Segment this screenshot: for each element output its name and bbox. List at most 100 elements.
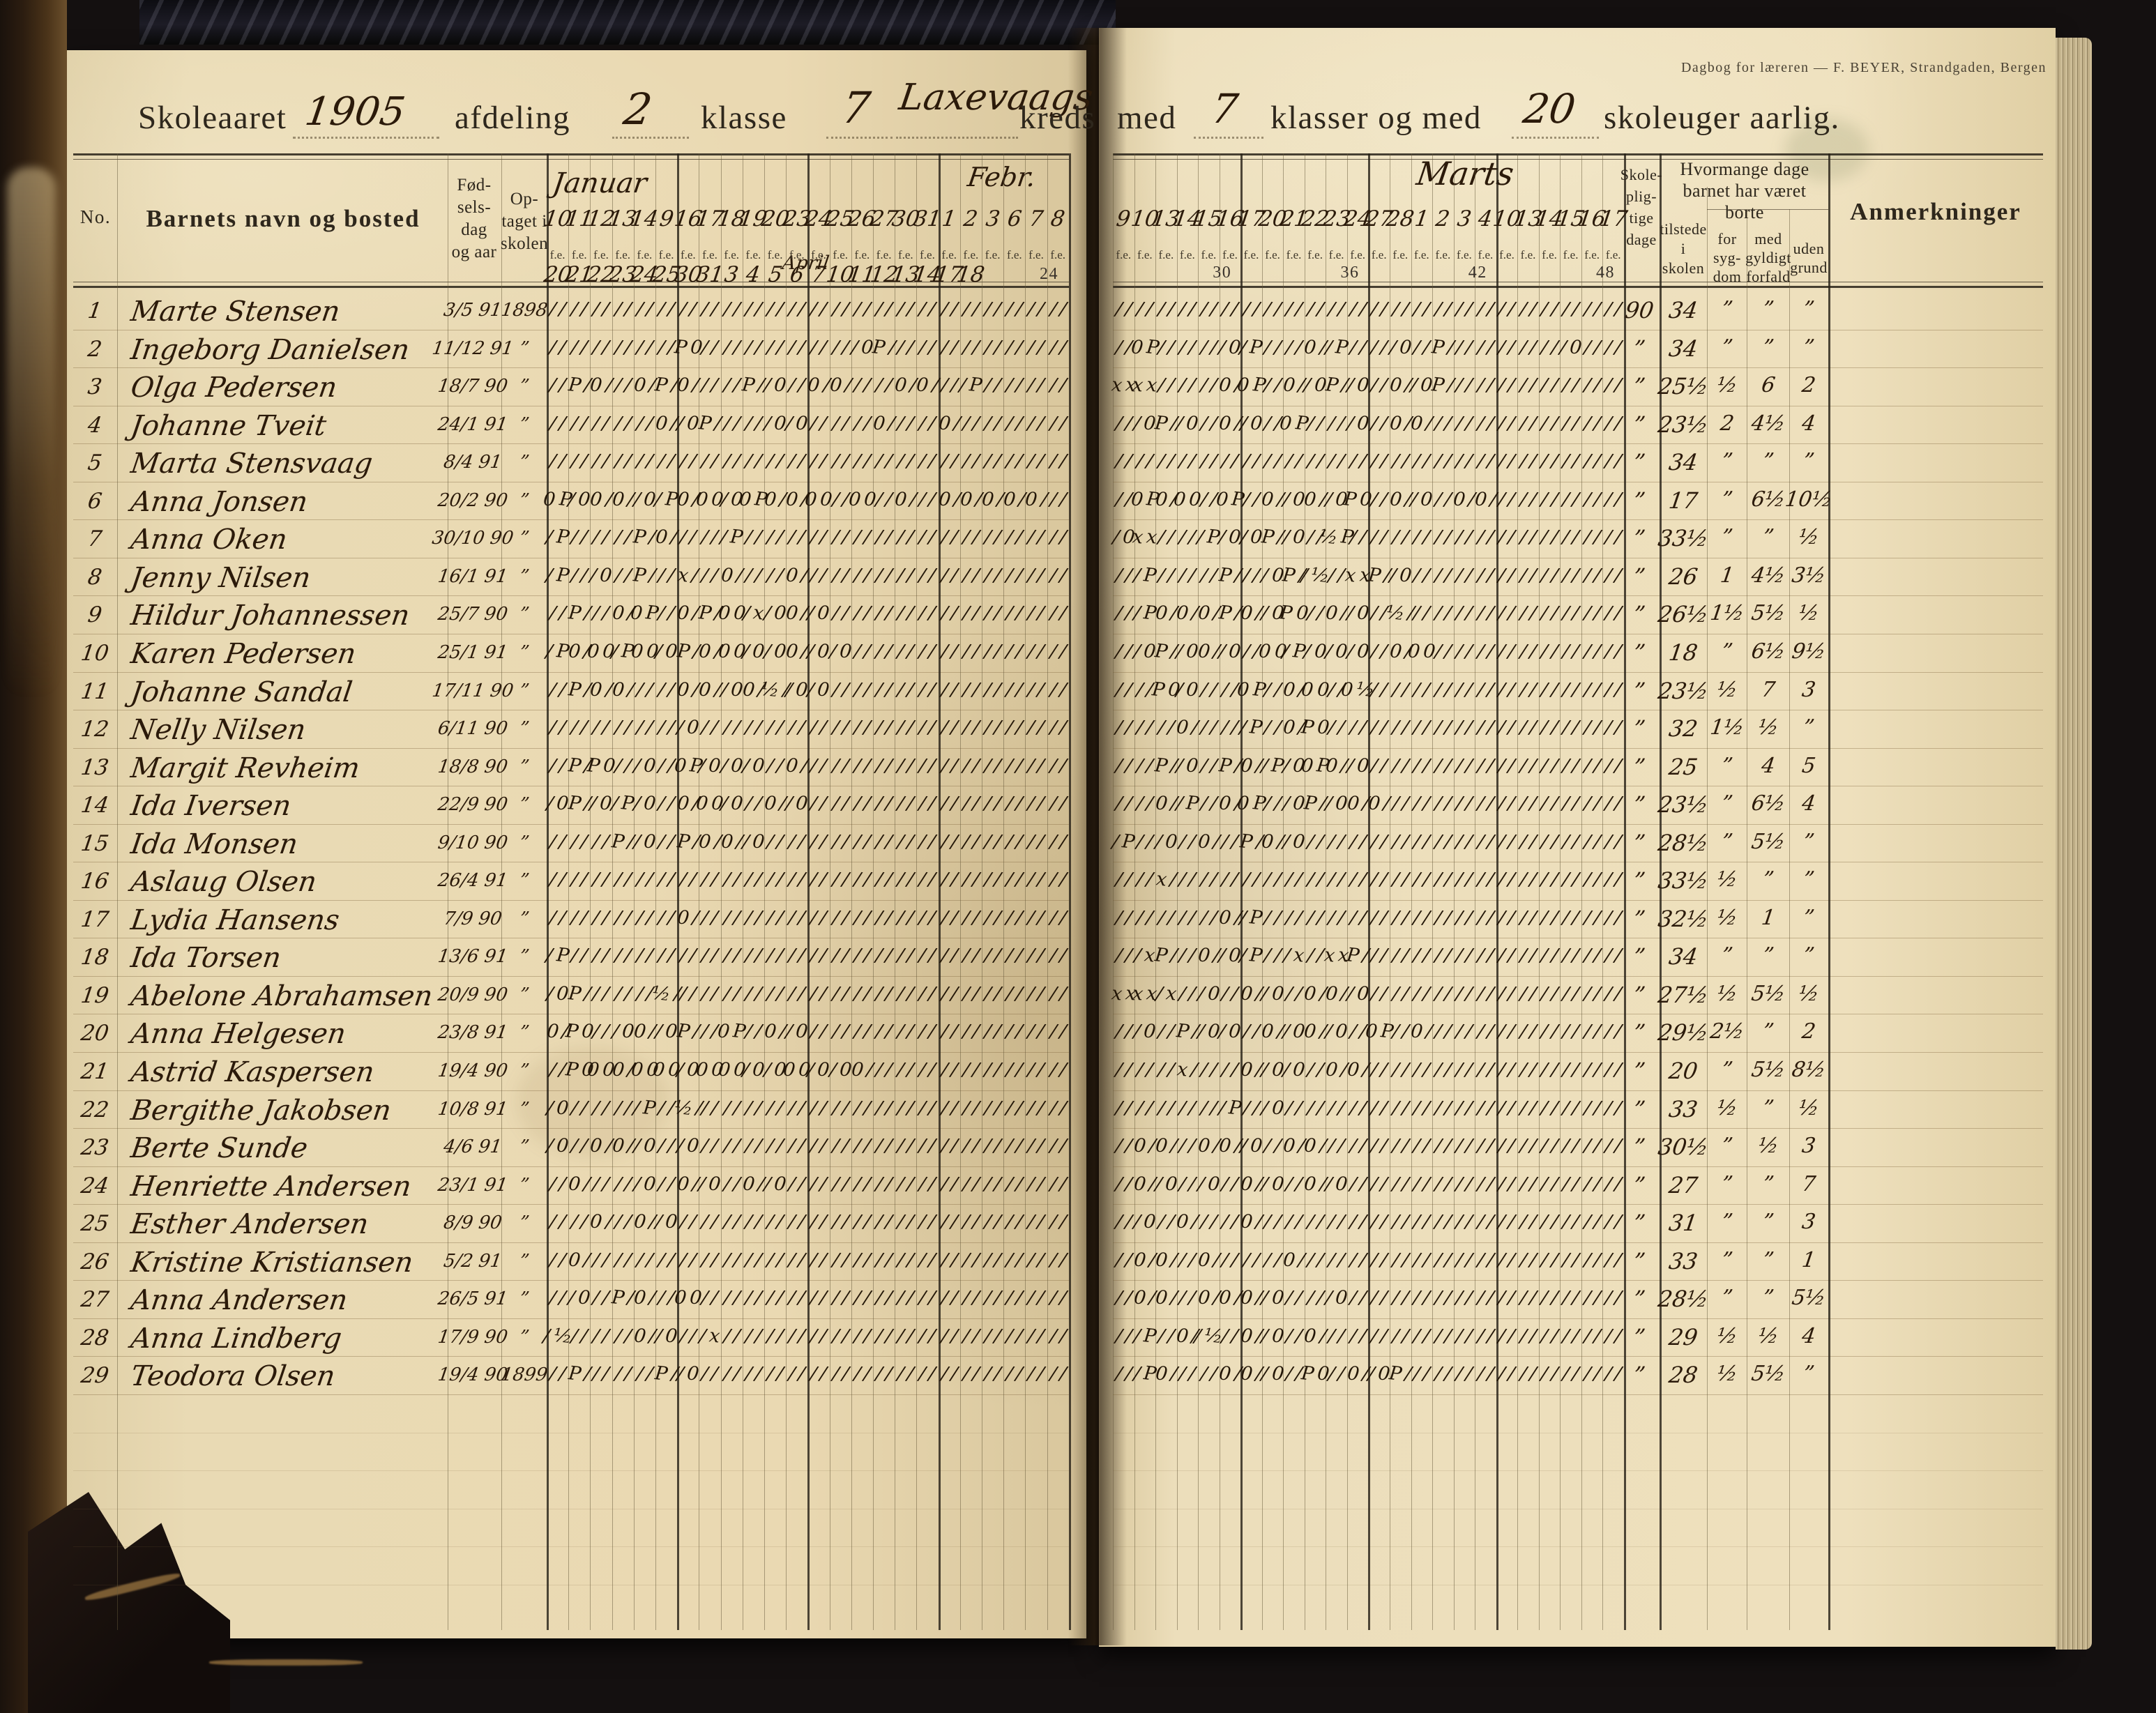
attendance-day-cell: / / [982,1017,1003,1049]
attendance-mark: / [1604,1055,1614,1088]
attendance-mark: / [623,865,632,897]
attendance-mark: / [1005,941,1015,973]
attendance-day-cell: / / [1432,865,1454,897]
attendance-mark: / [1571,560,1581,593]
attendance-mark: / [1455,1092,1464,1125]
attendance-day-cell: / / [1155,294,1177,326]
attendance-mark: / [1273,713,1282,745]
attendance-mark: / [896,522,906,555]
attendance-day-cell: / / [568,446,590,478]
attendance-mark: / [819,1131,828,1164]
attendance-mark: / [852,902,862,935]
attendance-mark: / [1369,902,1379,935]
attendance-mark: / [1604,826,1614,859]
attendance-mark: P [1217,750,1233,784]
attendance-day-cell: / / [786,1207,807,1239]
attendance-mark: / [1026,560,1036,593]
attendance-day-cell: / / [1047,865,1069,897]
attendance-day-cell: / / [634,333,655,365]
attendance-day-cell: / / [721,1131,743,1163]
attendance-mark: / [579,446,589,479]
attendance-day-cell: / / [1581,1017,1603,1049]
attendance-day-cell: / / [873,637,895,669]
attendance-mark: / [1592,637,1602,669]
attendance-mark: / [1412,1055,1422,1088]
attendance-day-cell: 0/ [807,370,830,402]
attendance-mark: / [731,1131,741,1164]
date-cell: 18 [955,262,987,287]
attendance-mark: / [1114,1283,1123,1316]
attendance-day-cell: / / [851,903,873,935]
fe-label: f.e. [724,248,739,262]
attendance-day-cell: / / [1113,1017,1134,1049]
attendance-day-cell: / / [1198,751,1220,783]
attendance-mark: 0 [1406,636,1422,669]
attendance-mark: 0 [694,788,710,821]
attendance-mark: / [1464,408,1474,441]
attendance-mark: 0 [1367,788,1382,821]
attendance-mark: / [1156,294,1166,327]
tilstede-value: 28½ [1656,830,1710,856]
attendance-mark: / [949,750,959,783]
attendance-mark: / [1497,1207,1507,1240]
attendance-mark: / [1422,294,1432,327]
attendance-day-cell: / / [1198,713,1220,745]
attendance-mark: / [1263,1207,1273,1240]
attendance-mark: / [1582,294,1592,327]
attendance-mark: / [1252,446,1261,479]
attendance-mark: 0 [872,408,887,441]
dotted-rule [612,137,689,139]
attendance-day-cell: / / [1454,941,1475,973]
attendance-day-cell: / / [677,522,699,554]
attendance-day-cell: / / [895,1283,916,1315]
attendance-mark: / [1475,446,1485,479]
attendance-mark: 0 [1239,1168,1254,1202]
attendance-day-cell: / / [916,1017,938,1049]
attendance-day-cell: / / [851,370,873,402]
attendance-mark: / [787,522,797,555]
attendance-day-cell: / / [612,409,634,441]
attendance-mark: / [1604,941,1614,973]
attendance-mark: / [688,941,698,973]
attendance-mark: / [1528,713,1538,745]
attendance-mark: / [961,902,971,935]
attendance-mark: / [613,902,623,935]
attendance-mark: / [635,1244,644,1277]
attendance-mark: / [1263,408,1273,441]
student-birthdate: 4/6 91 [442,1136,503,1157]
attendance-day-cell: / / [634,1245,655,1277]
attendance-day-cell: / / [1283,979,1305,1011]
attendance-day-cell: / / [1602,1207,1624,1239]
attendance-mark: / [949,1359,959,1392]
attendance-day-cell: / / [916,1321,938,1353]
attendance-day-cell: / / [655,675,677,707]
attendance-mark: / [1315,826,1325,859]
attendance-day-cell: / / [743,1245,764,1277]
attendance-mark: / [1358,1244,1367,1277]
attendance-mark: / [1561,1207,1571,1240]
student-number: 11 [79,679,111,704]
column-rule [1828,153,1830,1630]
attendance-mark: / [927,408,937,441]
attendance-mark: P [697,408,713,441]
attendance-mark: / [1036,1320,1046,1353]
attendance-mark: / [1123,674,1133,707]
attendance-mark: / [601,598,611,631]
attendance-mark: / [700,560,710,593]
attendance-mark: 0 [1282,674,1297,708]
attendance-mark: / [852,713,862,745]
attendance-day-cell: / / [1581,979,1603,1011]
attendance-day-cell: / / [960,1131,982,1163]
attendance-day-cell: / / [916,751,938,783]
attendance-mark: / [613,750,623,783]
attendance-mark: 0 [1339,674,1355,708]
attendance-mark: / [993,332,1003,365]
fe-label: f.e. [1584,248,1600,262]
attendance-mark: / [1582,1244,1592,1277]
column-rule [117,153,118,1630]
attendance-day-cell: / P [1239,941,1263,973]
